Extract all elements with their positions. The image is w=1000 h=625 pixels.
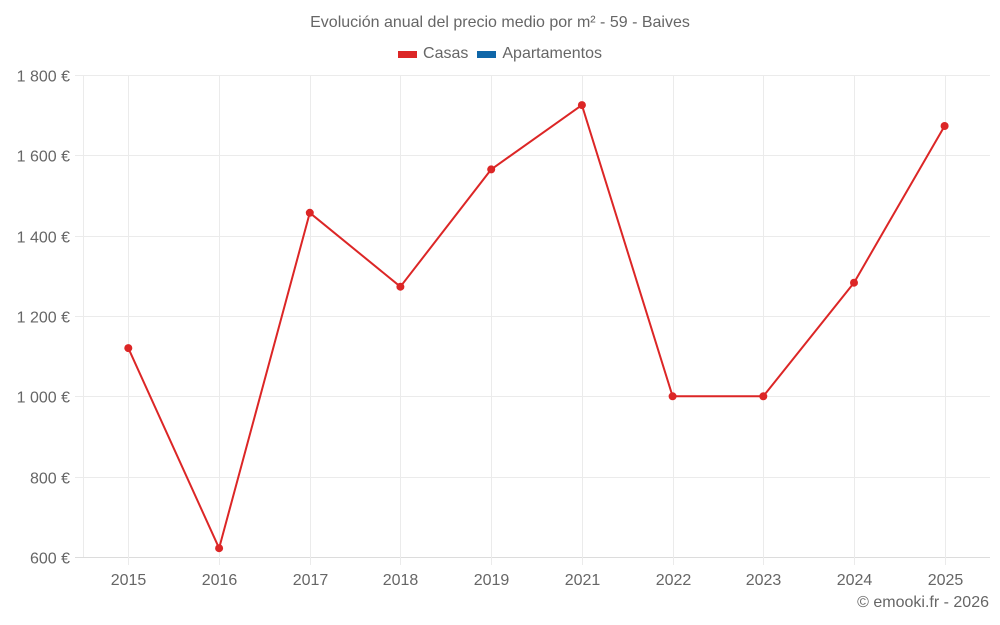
data-point-marker[interactable] <box>577 101 586 110</box>
x-tick-label: 2021 <box>565 572 601 589</box>
x-tick-label: 2017 <box>293 572 329 589</box>
legend-label-casas: Casas <box>423 45 469 62</box>
x-tick-label: 2024 <box>837 572 873 589</box>
x-tick-label: 2016 <box>202 572 238 589</box>
legend-swatch-apartamentos <box>477 50 497 58</box>
x-tick-label: 2018 <box>383 572 419 589</box>
y-tick-label: 1 400 € <box>17 230 70 247</box>
y-tick-label: 600 € <box>30 551 70 568</box>
legend-label-apartamentos: Apartamentos <box>502 45 602 62</box>
chart-title: Evolución anual del precio medio por m² … <box>310 14 690 31</box>
data-point-marker[interactable] <box>487 165 496 174</box>
x-tick-label: 2019 <box>474 572 510 589</box>
data-point-marker[interactable] <box>396 282 405 291</box>
y-tick-label: 1 200 € <box>17 310 70 327</box>
x-tick-label: 2015 <box>111 572 147 589</box>
data-point-marker[interactable] <box>668 392 677 401</box>
x-tick-label: 2023 <box>746 572 782 589</box>
grid-lines <box>75 75 990 565</box>
credit-text: © emooki.fr - 2026 <box>857 594 989 611</box>
y-tick-label: 800 € <box>30 471 70 488</box>
legend-item-casas[interactable]: Casas <box>398 45 468 63</box>
legend-item-apartamentos[interactable]: Apartamentos <box>477 45 602 63</box>
data-point-marker[interactable] <box>305 208 314 217</box>
y-tick-label: 1 800 € <box>17 69 70 86</box>
data-point-marker[interactable] <box>215 544 224 553</box>
y-axis: 600 € 800 € 1 000 € 1 200 € 1 400 € 1 600 € 1 … <box>17 69 70 568</box>
series-casas <box>124 101 949 553</box>
series-line <box>127 104 946 550</box>
chart-legend: Casas Apartamentos <box>0 45 1000 63</box>
y-tick-label: 1 600 € <box>17 149 70 166</box>
data-point-marker[interactable] <box>759 392 768 401</box>
x-tick-label: 2025 <box>928 572 964 589</box>
y-tick-label: 1 000 € <box>17 390 70 407</box>
legend-swatch-casas <box>398 50 418 58</box>
data-point-marker[interactable] <box>940 122 949 130</box>
data-point-marker[interactable] <box>850 278 858 287</box>
x-axis: 2015 2016 2017 2018 2019 2021 2022 2023 2024 2025 <box>111 572 964 589</box>
x-tick-label: 2022 <box>656 572 692 589</box>
data-point-marker[interactable] <box>124 344 133 353</box>
